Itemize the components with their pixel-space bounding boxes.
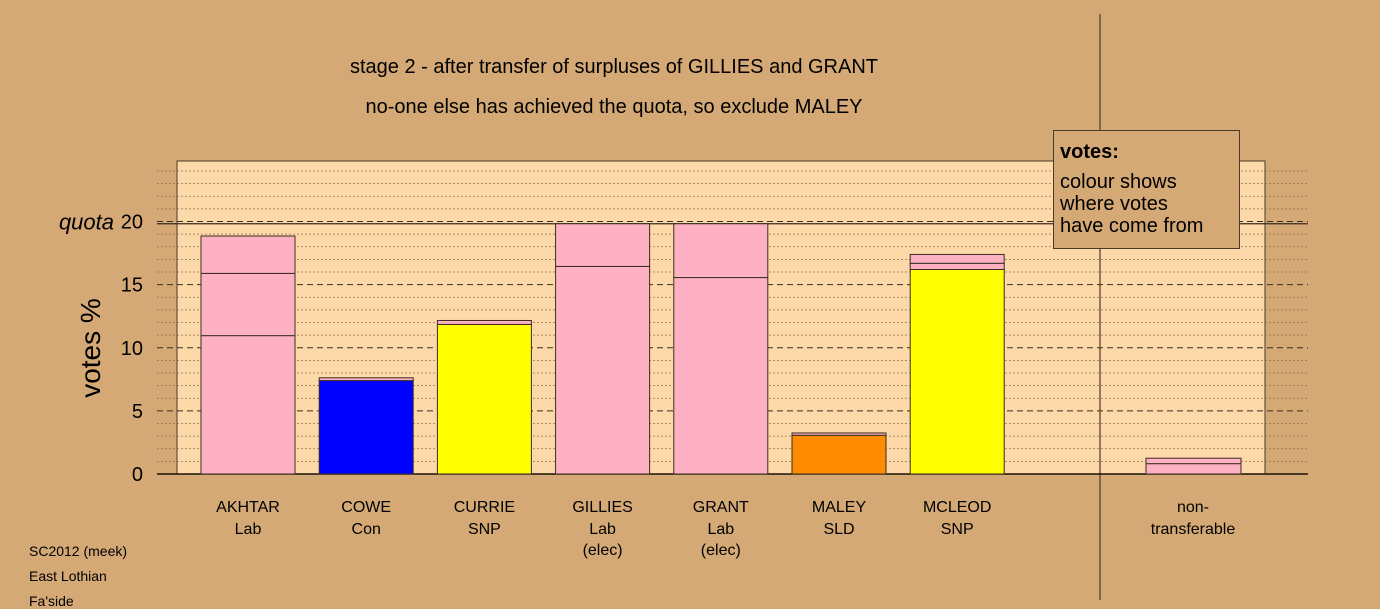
footer-ward: Fa'side — [29, 593, 74, 609]
y-tick-label: 0 — [132, 464, 143, 486]
footer-method: SC2012 (meek) — [29, 543, 128, 559]
candidate-name: MALEY — [812, 499, 867, 516]
legend-line-1: colour shows — [1060, 171, 1177, 193]
candidate-party: Lab — [707, 521, 734, 538]
nontransferable-bar-segment — [1145, 463, 1242, 475]
y-tick-label: 10 — [121, 338, 143, 360]
bar-cowe-segment — [318, 380, 414, 475]
y-tick-label: 15 — [121, 275, 143, 297]
nontransferable-label-1: non- — [1177, 499, 1209, 516]
y-tick-label: 20 — [121, 212, 143, 234]
candidate-party: SNP — [941, 521, 974, 538]
candidate-name: CURRIE — [454, 499, 515, 516]
candidate-status: (elec) — [701, 542, 741, 559]
candidate-name: GRANT — [693, 499, 749, 516]
bar-currie-segment — [436, 323, 532, 475]
quota-label: quota — [59, 210, 114, 235]
nontransferable-bar-segment — [1145, 457, 1242, 465]
bar-grant-segment — [673, 223, 769, 279]
candidate-name: COWE — [341, 499, 391, 516]
bar-currie-segment — [436, 319, 532, 325]
bar-mcleod-segment — [909, 268, 1005, 475]
bar-maley-segment — [791, 434, 887, 475]
bar-maley-segment — [791, 432, 887, 436]
bar-mcleod-segment — [909, 253, 1005, 264]
candidate-party: SNP — [468, 521, 501, 538]
candidate-party: Lab — [235, 521, 262, 538]
bar-akhtar-segment — [200, 335, 296, 475]
bar-akhtar-segment — [200, 235, 296, 274]
chart-title: stage 2 - after transfer of surpluses of… — [350, 56, 878, 78]
legend-line-2: where votes — [1060, 193, 1168, 215]
bar-gillies-segment — [555, 265, 651, 475]
bar-mcleod-segment — [909, 262, 1005, 270]
candidate-status: (elec) — [583, 542, 623, 559]
candidate-name: GILLIES — [572, 499, 632, 516]
bar-cowe-segment — [318, 377, 414, 382]
legend-line-3: have come from — [1060, 215, 1204, 237]
candidate-name: MCLEOD — [923, 499, 991, 516]
chart-subtitle: no-one else has achieved the quota, so e… — [366, 96, 863, 118]
legend-box: votes: colour shows where votes have com… — [1053, 130, 1240, 249]
candidate-party: SLD — [823, 521, 854, 538]
legend-title: votes: — [1060, 141, 1119, 163]
nontransferable-label-2: transferable — [1151, 521, 1236, 538]
y-tick-label: 5 — [132, 401, 143, 423]
candidate-party: Lab — [589, 521, 616, 538]
candidate-party: Con — [352, 521, 381, 538]
candidate-name: AKHTAR — [216, 499, 280, 516]
footer-council: East Lothian — [29, 568, 107, 584]
bar-gillies-segment — [555, 223, 651, 267]
y-axis-label: votes % — [75, 298, 106, 398]
bar-akhtar-segment — [200, 272, 296, 337]
bar-grant-segment — [673, 277, 769, 475]
